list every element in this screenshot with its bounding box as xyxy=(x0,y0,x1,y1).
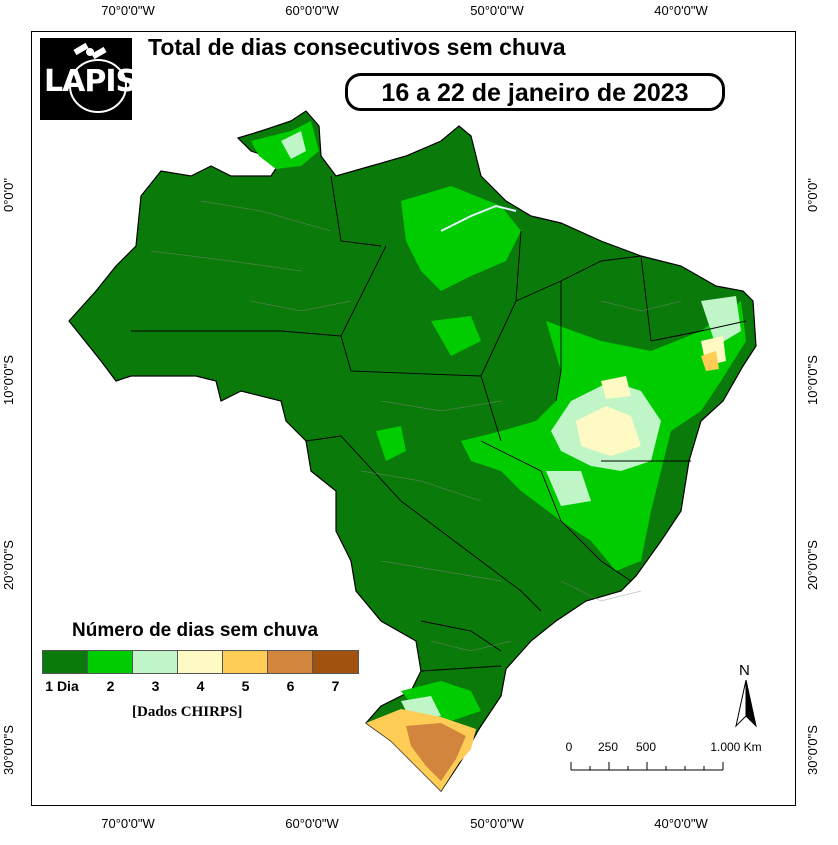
date-range: 16 a 22 de janeiro de 2023 xyxy=(381,79,689,107)
legend-label: 7 xyxy=(331,678,340,694)
brazil-map xyxy=(68,110,757,792)
scale-ruler xyxy=(570,762,724,771)
lat-label-right: 30°0'0"S xyxy=(805,725,820,775)
legend-label: 2 xyxy=(106,678,115,694)
date-box: 16 a 22 de janeiro de 2023 xyxy=(345,73,725,111)
legend-label: 6 xyxy=(286,678,295,694)
map-title: Total de dias consecutivos sem chuva xyxy=(148,34,566,60)
lat-label-left: 10°0'0"S xyxy=(1,355,16,405)
legend-swatch xyxy=(88,651,133,673)
class-5-days-ne xyxy=(701,351,719,371)
lon-label-top: 60°0'0"W xyxy=(285,3,339,18)
logo-text: LAPIS xyxy=(44,64,137,99)
lat-label-left: 0°0'0" xyxy=(1,178,16,212)
lon-label-bottom: 60°0'0"W xyxy=(285,816,339,831)
lat-label-left: 30°0'0"S xyxy=(1,725,16,775)
scale-label: 1.000 Km xyxy=(710,740,762,754)
map-frame xyxy=(31,31,796,806)
legend-title: Número de dias sem chuva xyxy=(72,620,319,641)
lat-label-right: 20°0'0"S xyxy=(805,540,820,590)
legend-label: 4 xyxy=(196,678,205,694)
brazil-territory xyxy=(68,110,757,792)
lon-label-top: 70°0'0"W xyxy=(101,3,155,18)
class-6-days xyxy=(406,723,466,781)
scale-label: 250 xyxy=(597,740,619,754)
legend-label: 5 xyxy=(241,678,250,694)
lon-label-bottom: 40°0'0"W xyxy=(654,816,708,831)
legend-swatch xyxy=(43,651,88,673)
north-letter: N xyxy=(739,662,750,679)
scale-bar: 0 250 500 1.000 Km xyxy=(566,740,766,780)
legend-label: 1 Dia xyxy=(45,678,79,694)
north-arrow: N xyxy=(734,662,758,728)
legend-swatch xyxy=(133,651,178,673)
lon-label-top: 40°0'0"W xyxy=(654,3,708,18)
data-source: [Dados CHIRPS] xyxy=(132,704,243,720)
lon-label-bottom: 50°0'0"W xyxy=(470,816,524,831)
lat-label-left: 20°0'0"S xyxy=(1,540,16,590)
lapis-logo: LAPIS xyxy=(40,38,137,120)
lat-label-right: 10°0'0"S xyxy=(805,355,820,405)
scale-label: 0 xyxy=(565,740,573,754)
lat-label-right: 0°0'0" xyxy=(805,178,820,212)
scale-label: 500 xyxy=(635,740,657,754)
legend-swatch xyxy=(268,651,313,673)
state-borders xyxy=(131,175,747,672)
legend-label: 3 xyxy=(151,678,160,694)
river xyxy=(440,204,517,232)
lon-label-top: 50°0'0"W xyxy=(470,3,524,18)
lon-label-bottom: 70°0'0"W xyxy=(101,816,155,831)
legend-swatch xyxy=(178,651,223,673)
legend-swatch xyxy=(223,651,268,673)
satellite-icon xyxy=(69,42,127,113)
municipal-borders xyxy=(150,200,682,652)
legend-swatch xyxy=(313,651,358,673)
north-arrow-icon xyxy=(735,680,757,728)
legend-bar xyxy=(42,650,359,674)
